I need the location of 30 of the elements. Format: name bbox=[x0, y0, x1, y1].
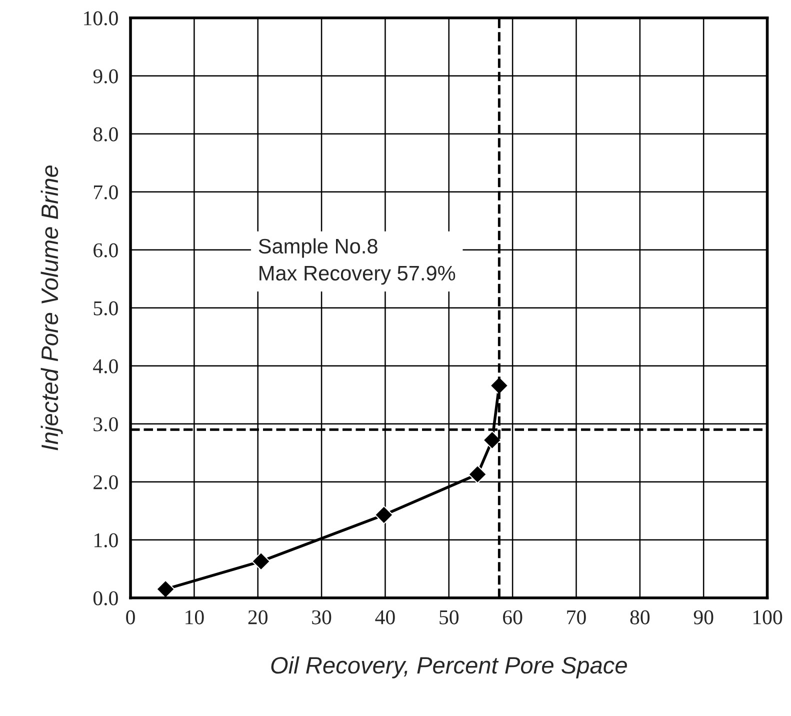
point bbox=[468, 464, 487, 484]
x-tick-label: 100 bbox=[753, 610, 782, 624]
y-tick-label: 1.0 bbox=[94, 533, 118, 548]
y-tick-label: 0.0 bbox=[93, 591, 118, 606]
y-tick-label: 7.0 bbox=[94, 185, 118, 200]
x-tick-label: 0 bbox=[126, 610, 135, 624]
y-tick-label: 4.0 bbox=[93, 359, 118, 374]
x-tick-label: 20 bbox=[248, 610, 268, 624]
point bbox=[252, 552, 270, 571]
point bbox=[156, 580, 175, 598]
y-axis-title: Injected Pore Volume Brine bbox=[40, 165, 63, 450]
y-tick-label: 9.0 bbox=[93, 69, 118, 84]
x-tick-label: 40 bbox=[375, 610, 395, 624]
y-tick-label: 10.0 bbox=[84, 11, 118, 26]
y-tick-label: 2.0 bbox=[94, 475, 118, 490]
x-tick-label: 50 bbox=[440, 610, 459, 624]
x-tick-label: 70 bbox=[567, 610, 586, 624]
y-tick-label: 3.0 bbox=[94, 417, 118, 432]
y-tick-label: 8.0 bbox=[93, 127, 118, 142]
y-tick-label: 5.0 bbox=[94, 301, 118, 316]
x-tick-label: 80 bbox=[630, 610, 650, 624]
x-tick-label: 60 bbox=[503, 610, 522, 624]
x-axis-title: Oil Recovery, Percent Pore Space bbox=[271, 656, 627, 678]
x-tick-label: 10 bbox=[186, 610, 204, 624]
y-tick-label: 6.0 bbox=[94, 243, 118, 258]
annotation: Sample No.8 Max Recovery 57.9% bbox=[258, 238, 456, 285]
x-tick-label: 30 bbox=[312, 610, 332, 624]
point bbox=[482, 430, 502, 450]
x-tick-label: 90 bbox=[694, 610, 714, 624]
point bbox=[374, 506, 394, 524]
